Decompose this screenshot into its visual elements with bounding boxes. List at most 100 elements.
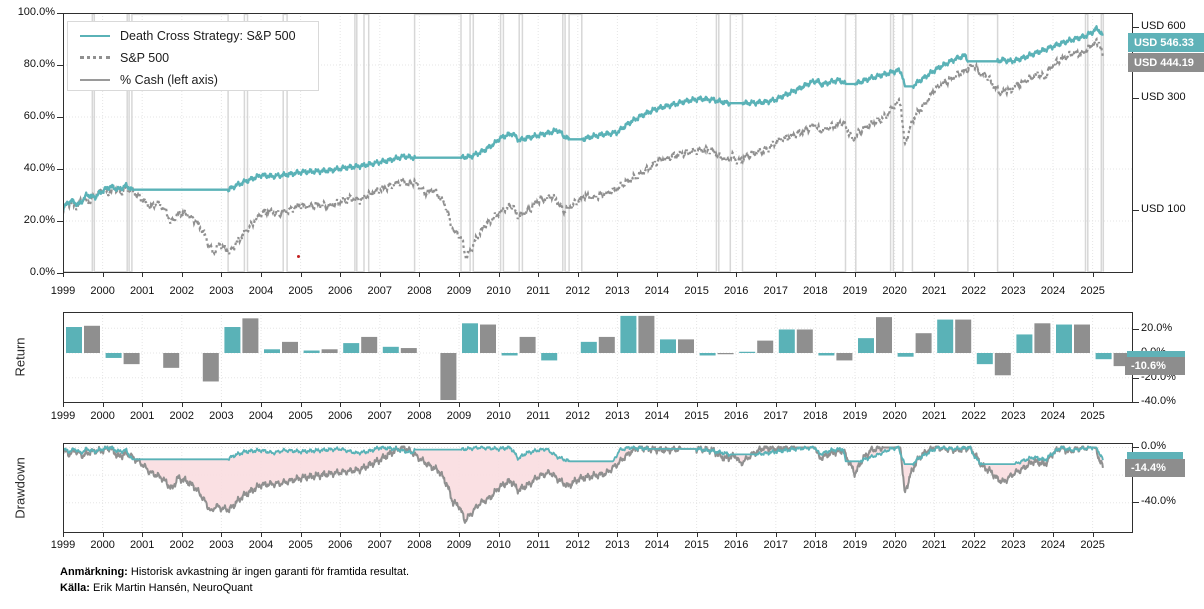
x-axis-year-label: 2003 bbox=[209, 539, 234, 551]
x-axis-tick bbox=[63, 533, 64, 537]
x-axis-year-label: 2019 bbox=[842, 410, 868, 422]
drawdown-axis-tick bbox=[1133, 502, 1139, 503]
legend-item-cash: % Cash (left axis) bbox=[80, 69, 318, 90]
cash-line-swatch-icon bbox=[80, 78, 110, 81]
x-axis-tick bbox=[815, 533, 817, 537]
x-axis-tick bbox=[617, 403, 619, 407]
x-axis-year-label: 2012 bbox=[565, 285, 591, 297]
x-axis-tick bbox=[775, 533, 777, 537]
x-axis-year-label: 2009 bbox=[446, 285, 472, 297]
x-axis-year-label: 1999 bbox=[50, 410, 76, 422]
x-axis-year-label: 1999 bbox=[50, 539, 76, 551]
x-axis-year-label: 2024 bbox=[1040, 410, 1066, 422]
x-axis-tick bbox=[340, 403, 342, 407]
x-axis-tick bbox=[1092, 403, 1094, 407]
legend-label: S&P 500 bbox=[120, 50, 170, 65]
usd-axis-tick bbox=[1133, 27, 1139, 28]
return-chart-area bbox=[63, 312, 1133, 403]
x-axis-year-label: 2018 bbox=[803, 285, 828, 297]
x-axis-year-label: 2018 bbox=[803, 410, 828, 422]
x-axis-year-label: 2007 bbox=[367, 410, 393, 422]
y-axis-tick-label: 20.0% bbox=[23, 214, 55, 226]
x-axis-year-label: 2006 bbox=[327, 410, 353, 422]
legend-label: Death Cross Strategy: S&P 500 bbox=[120, 28, 296, 43]
x-axis-tick bbox=[775, 403, 777, 407]
x-axis-year-label: 2015 bbox=[684, 539, 709, 551]
x-axis-year-label: 2016 bbox=[723, 285, 749, 297]
x-axis-tick bbox=[577, 533, 579, 537]
x-axis-tick bbox=[1053, 533, 1054, 537]
x-axis-year-label: 2023 bbox=[1001, 285, 1026, 297]
x-axis-year-label: 2014 bbox=[644, 285, 670, 297]
x-axis-tick bbox=[894, 403, 896, 407]
x-axis-tick bbox=[815, 403, 817, 407]
strategy-final-value-badge: USD 546.33 bbox=[1128, 33, 1204, 52]
y-axis-tick-label: 60.0% bbox=[23, 110, 55, 122]
x-axis-year-label: 2004 bbox=[248, 410, 274, 422]
x-axis-year-label: 2000 bbox=[90, 410, 115, 422]
x-axis-tick bbox=[538, 533, 540, 537]
return-axis-tick bbox=[1133, 402, 1139, 403]
x-axis-tick bbox=[815, 273, 817, 277]
sp500-final-value-badge: USD 444.19 bbox=[1128, 53, 1204, 72]
x-axis-tick bbox=[696, 273, 698, 277]
return-axis-tick-label: -40.0% bbox=[1141, 395, 1176, 407]
x-axis-tick bbox=[1092, 533, 1094, 537]
x-axis-tick bbox=[736, 533, 738, 537]
x-axis-year-label: 2015 bbox=[684, 410, 709, 422]
x-axis-year-label: 2001 bbox=[129, 285, 155, 297]
x-axis-year-label: 2003 bbox=[209, 285, 234, 297]
x-axis-year-label: 2006 bbox=[327, 539, 353, 551]
x-axis-year-label: 2016 bbox=[723, 410, 749, 422]
x-axis-tick bbox=[419, 403, 421, 407]
x-axis-tick bbox=[855, 533, 856, 537]
x-axis-year-label: 2004 bbox=[248, 539, 274, 551]
x-axis-year-label: 2000 bbox=[90, 285, 115, 297]
x-axis-tick bbox=[379, 533, 381, 537]
x-axis-year-label: 2011 bbox=[526, 539, 551, 551]
x-axis-year-label: 2014 bbox=[644, 410, 670, 422]
x-axis-year-label: 2021 bbox=[921, 410, 947, 422]
x-axis-tick bbox=[498, 533, 500, 537]
x-axis-tick bbox=[181, 273, 183, 277]
x-axis-year-label: 2023 bbox=[1001, 539, 1026, 551]
x-axis-tick bbox=[498, 273, 500, 277]
y-axis-tick bbox=[57, 13, 63, 14]
x-axis-year-label: 2005 bbox=[288, 410, 313, 422]
x-axis-tick bbox=[1092, 273, 1094, 277]
usd-axis-tick-label: USD 600 bbox=[1141, 20, 1186, 32]
x-axis-tick bbox=[1013, 403, 1015, 407]
x-axis-tick bbox=[221, 273, 223, 277]
x-axis-tick bbox=[102, 273, 104, 277]
y-axis-tick-label: 40.0% bbox=[23, 162, 55, 174]
x-axis-tick bbox=[657, 403, 658, 407]
x-axis-tick bbox=[855, 273, 856, 277]
x-axis-year-label: 2025 bbox=[1080, 285, 1105, 297]
x-axis-tick bbox=[300, 403, 302, 407]
drawdown-sp500-badge: -14.4% bbox=[1125, 459, 1185, 477]
drawdown-axis-title: Drawdown bbox=[12, 457, 28, 519]
x-axis-year-label: 2025 bbox=[1080, 539, 1105, 551]
x-axis-tick bbox=[696, 533, 698, 537]
sp500-dotted-swatch-icon bbox=[80, 56, 110, 59]
x-axis-tick bbox=[736, 273, 738, 277]
x-axis-tick bbox=[498, 403, 500, 407]
x-axis-tick bbox=[300, 273, 302, 277]
y-axis-tick-label: 80.0% bbox=[23, 58, 55, 70]
x-axis-year-label: 2025 bbox=[1080, 410, 1105, 422]
x-axis-year-label: 2013 bbox=[605, 410, 630, 422]
usd-axis-tick-label: USD 300 bbox=[1141, 91, 1186, 103]
x-axis-tick bbox=[181, 403, 183, 407]
x-axis-tick bbox=[419, 273, 421, 277]
x-axis-year-label: 2010 bbox=[486, 410, 511, 422]
disclaimer-note: Anmärkning: Historisk avkastning är inge… bbox=[60, 566, 409, 578]
drawdown-axis-tick-label: -40.0% bbox=[1141, 495, 1176, 507]
x-axis-tick bbox=[142, 533, 144, 537]
x-axis-tick bbox=[973, 533, 975, 537]
x-axis-tick bbox=[459, 533, 460, 537]
x-axis-year-label: 1999 bbox=[50, 285, 76, 297]
x-axis-tick bbox=[617, 533, 619, 537]
x-axis-year-label: 2002 bbox=[169, 539, 195, 551]
x-axis-year-label: 2007 bbox=[367, 539, 393, 551]
